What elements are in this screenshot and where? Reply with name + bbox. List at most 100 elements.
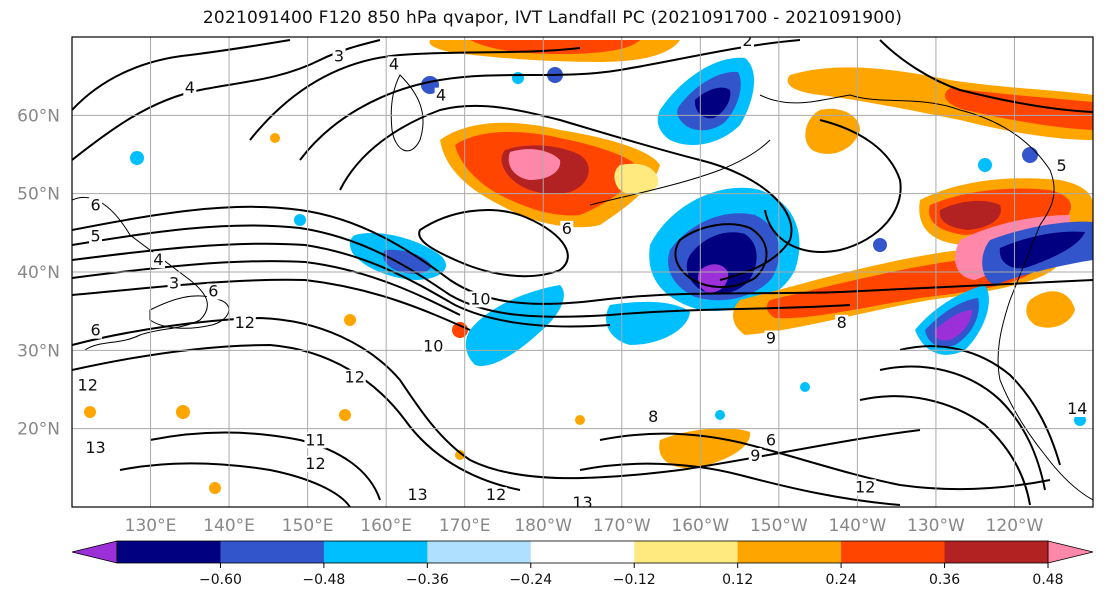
contour xyxy=(72,39,291,111)
positive-anomaly-region xyxy=(1026,291,1075,328)
speck xyxy=(209,482,221,494)
contour-label-bg xyxy=(332,48,346,65)
colorbar-outline xyxy=(116,540,1049,564)
contour-label: 5 xyxy=(1056,156,1066,175)
lon-label: 130°E xyxy=(125,516,177,536)
contour-label: 12 xyxy=(855,477,875,496)
colorbar-segment xyxy=(841,541,946,563)
colorbar-extend-high xyxy=(1047,540,1094,564)
speck xyxy=(873,238,887,252)
contour xyxy=(418,209,569,278)
speck xyxy=(715,410,725,420)
kamchatka-coastline xyxy=(390,74,424,152)
contour xyxy=(764,119,902,253)
contour-label-bg xyxy=(469,291,492,308)
contour-label: 6 xyxy=(208,282,218,301)
speck xyxy=(84,406,96,418)
contour-label-bg xyxy=(89,197,103,214)
contour-label-bg xyxy=(571,495,594,507)
colorbar-segment xyxy=(220,541,325,563)
contour-label-bg xyxy=(167,275,181,292)
contour-label: 6 xyxy=(766,430,776,449)
speck xyxy=(575,415,585,425)
colorbar-tick-label: −0.36 xyxy=(406,572,449,588)
contour-label: 12 xyxy=(345,368,365,387)
speck xyxy=(512,72,524,84)
colorbar-segment xyxy=(117,541,221,563)
colorbar-tick-label: 0.24 xyxy=(826,572,857,588)
contour-label-bg xyxy=(89,322,103,339)
gridlines xyxy=(72,37,1093,507)
contour xyxy=(72,242,611,328)
contour-label: 12 xyxy=(305,454,325,473)
contour-label-bg xyxy=(343,369,366,386)
positive-anomaly-region xyxy=(787,67,1093,140)
positive-anomaly-region xyxy=(614,163,659,196)
negative-anomaly-region xyxy=(606,301,690,345)
contour-label-bg xyxy=(89,228,103,245)
negative-anomaly-region xyxy=(465,285,564,366)
contour-label-bg xyxy=(646,408,660,425)
contour xyxy=(674,223,768,288)
lon-label: 170°W xyxy=(593,516,651,536)
contour-label: 12 xyxy=(78,376,98,395)
contour-label-bg xyxy=(748,448,762,464)
speck xyxy=(978,158,992,172)
contour xyxy=(599,432,1051,491)
speck xyxy=(452,322,468,338)
contour-label-bg xyxy=(835,314,849,331)
lon-label: 120°W xyxy=(986,516,1044,536)
colorbar-tick-label: 0.48 xyxy=(1032,572,1063,588)
contour-label-bg xyxy=(764,330,778,347)
contour-label-bg xyxy=(854,479,877,496)
contour-label-bg xyxy=(206,283,220,300)
contour-label-bg xyxy=(406,487,429,504)
contour-label-bg xyxy=(434,87,448,104)
colorbar-segment xyxy=(944,541,1049,563)
positive-anomaly-region xyxy=(939,200,1001,230)
contour-label-bg xyxy=(304,455,327,472)
positive-anomaly-region xyxy=(945,88,1093,130)
contour-label-bg xyxy=(1055,158,1069,175)
contour xyxy=(72,205,1093,305)
contour-label: 4 xyxy=(153,250,163,269)
colorbar-segment xyxy=(530,541,635,563)
contour-label-bg xyxy=(304,432,327,449)
lon-label: 150°W xyxy=(750,516,808,536)
lat-label: 40°N xyxy=(17,263,60,283)
contour xyxy=(879,365,1046,491)
contour-label-bg xyxy=(76,377,99,394)
figure-title: 2021091400 F120 850 hPa qvapor, IVT Land… xyxy=(202,8,903,28)
contour xyxy=(72,260,461,316)
contour-label: 4 xyxy=(436,86,446,105)
colorbar-tick-label: −0.48 xyxy=(302,572,345,588)
contour-label-bg xyxy=(560,220,574,237)
contour xyxy=(149,431,381,501)
contour-label-bg xyxy=(84,440,107,457)
contour xyxy=(859,395,1031,506)
contour-label: 11 xyxy=(305,430,325,449)
speck xyxy=(455,450,465,460)
contour-label-bg xyxy=(740,37,754,49)
contour-label-bg xyxy=(233,314,256,331)
contour xyxy=(119,462,351,507)
contour xyxy=(299,39,801,161)
speck xyxy=(176,405,190,419)
lat-label: 30°N xyxy=(17,341,60,361)
colorbar: −0.60 −0.48 −0.36 −0.24 −0.12 0.12 0.24 0.36 0.4… xyxy=(71,540,1094,588)
contour xyxy=(72,343,521,491)
colorbar-segment xyxy=(427,541,532,563)
contour-label: 12 xyxy=(486,485,506,504)
contour-label: 13 xyxy=(572,493,592,512)
lon-label: 140°W xyxy=(829,516,887,536)
asia-coastline xyxy=(72,196,208,351)
alaska-coastline xyxy=(759,94,1055,226)
longitude-labels: 130°E 140°E 150°E 160°E 170°E 180°W 170°W 160°W… xyxy=(125,516,1044,536)
contour-label-bg xyxy=(764,432,778,449)
speck xyxy=(1022,147,1038,163)
contour-label: 6 xyxy=(90,321,100,340)
lon-label: 140°E xyxy=(203,516,255,536)
lon-label: 150°E xyxy=(282,516,334,536)
colorbar-tick-label: −0.12 xyxy=(613,572,656,588)
